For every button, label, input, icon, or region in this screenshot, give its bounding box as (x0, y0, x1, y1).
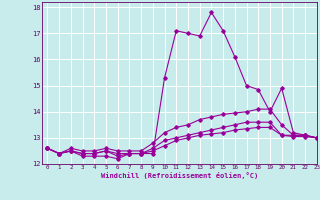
X-axis label: Windchill (Refroidissement éolien,°C): Windchill (Refroidissement éolien,°C) (100, 172, 258, 179)
